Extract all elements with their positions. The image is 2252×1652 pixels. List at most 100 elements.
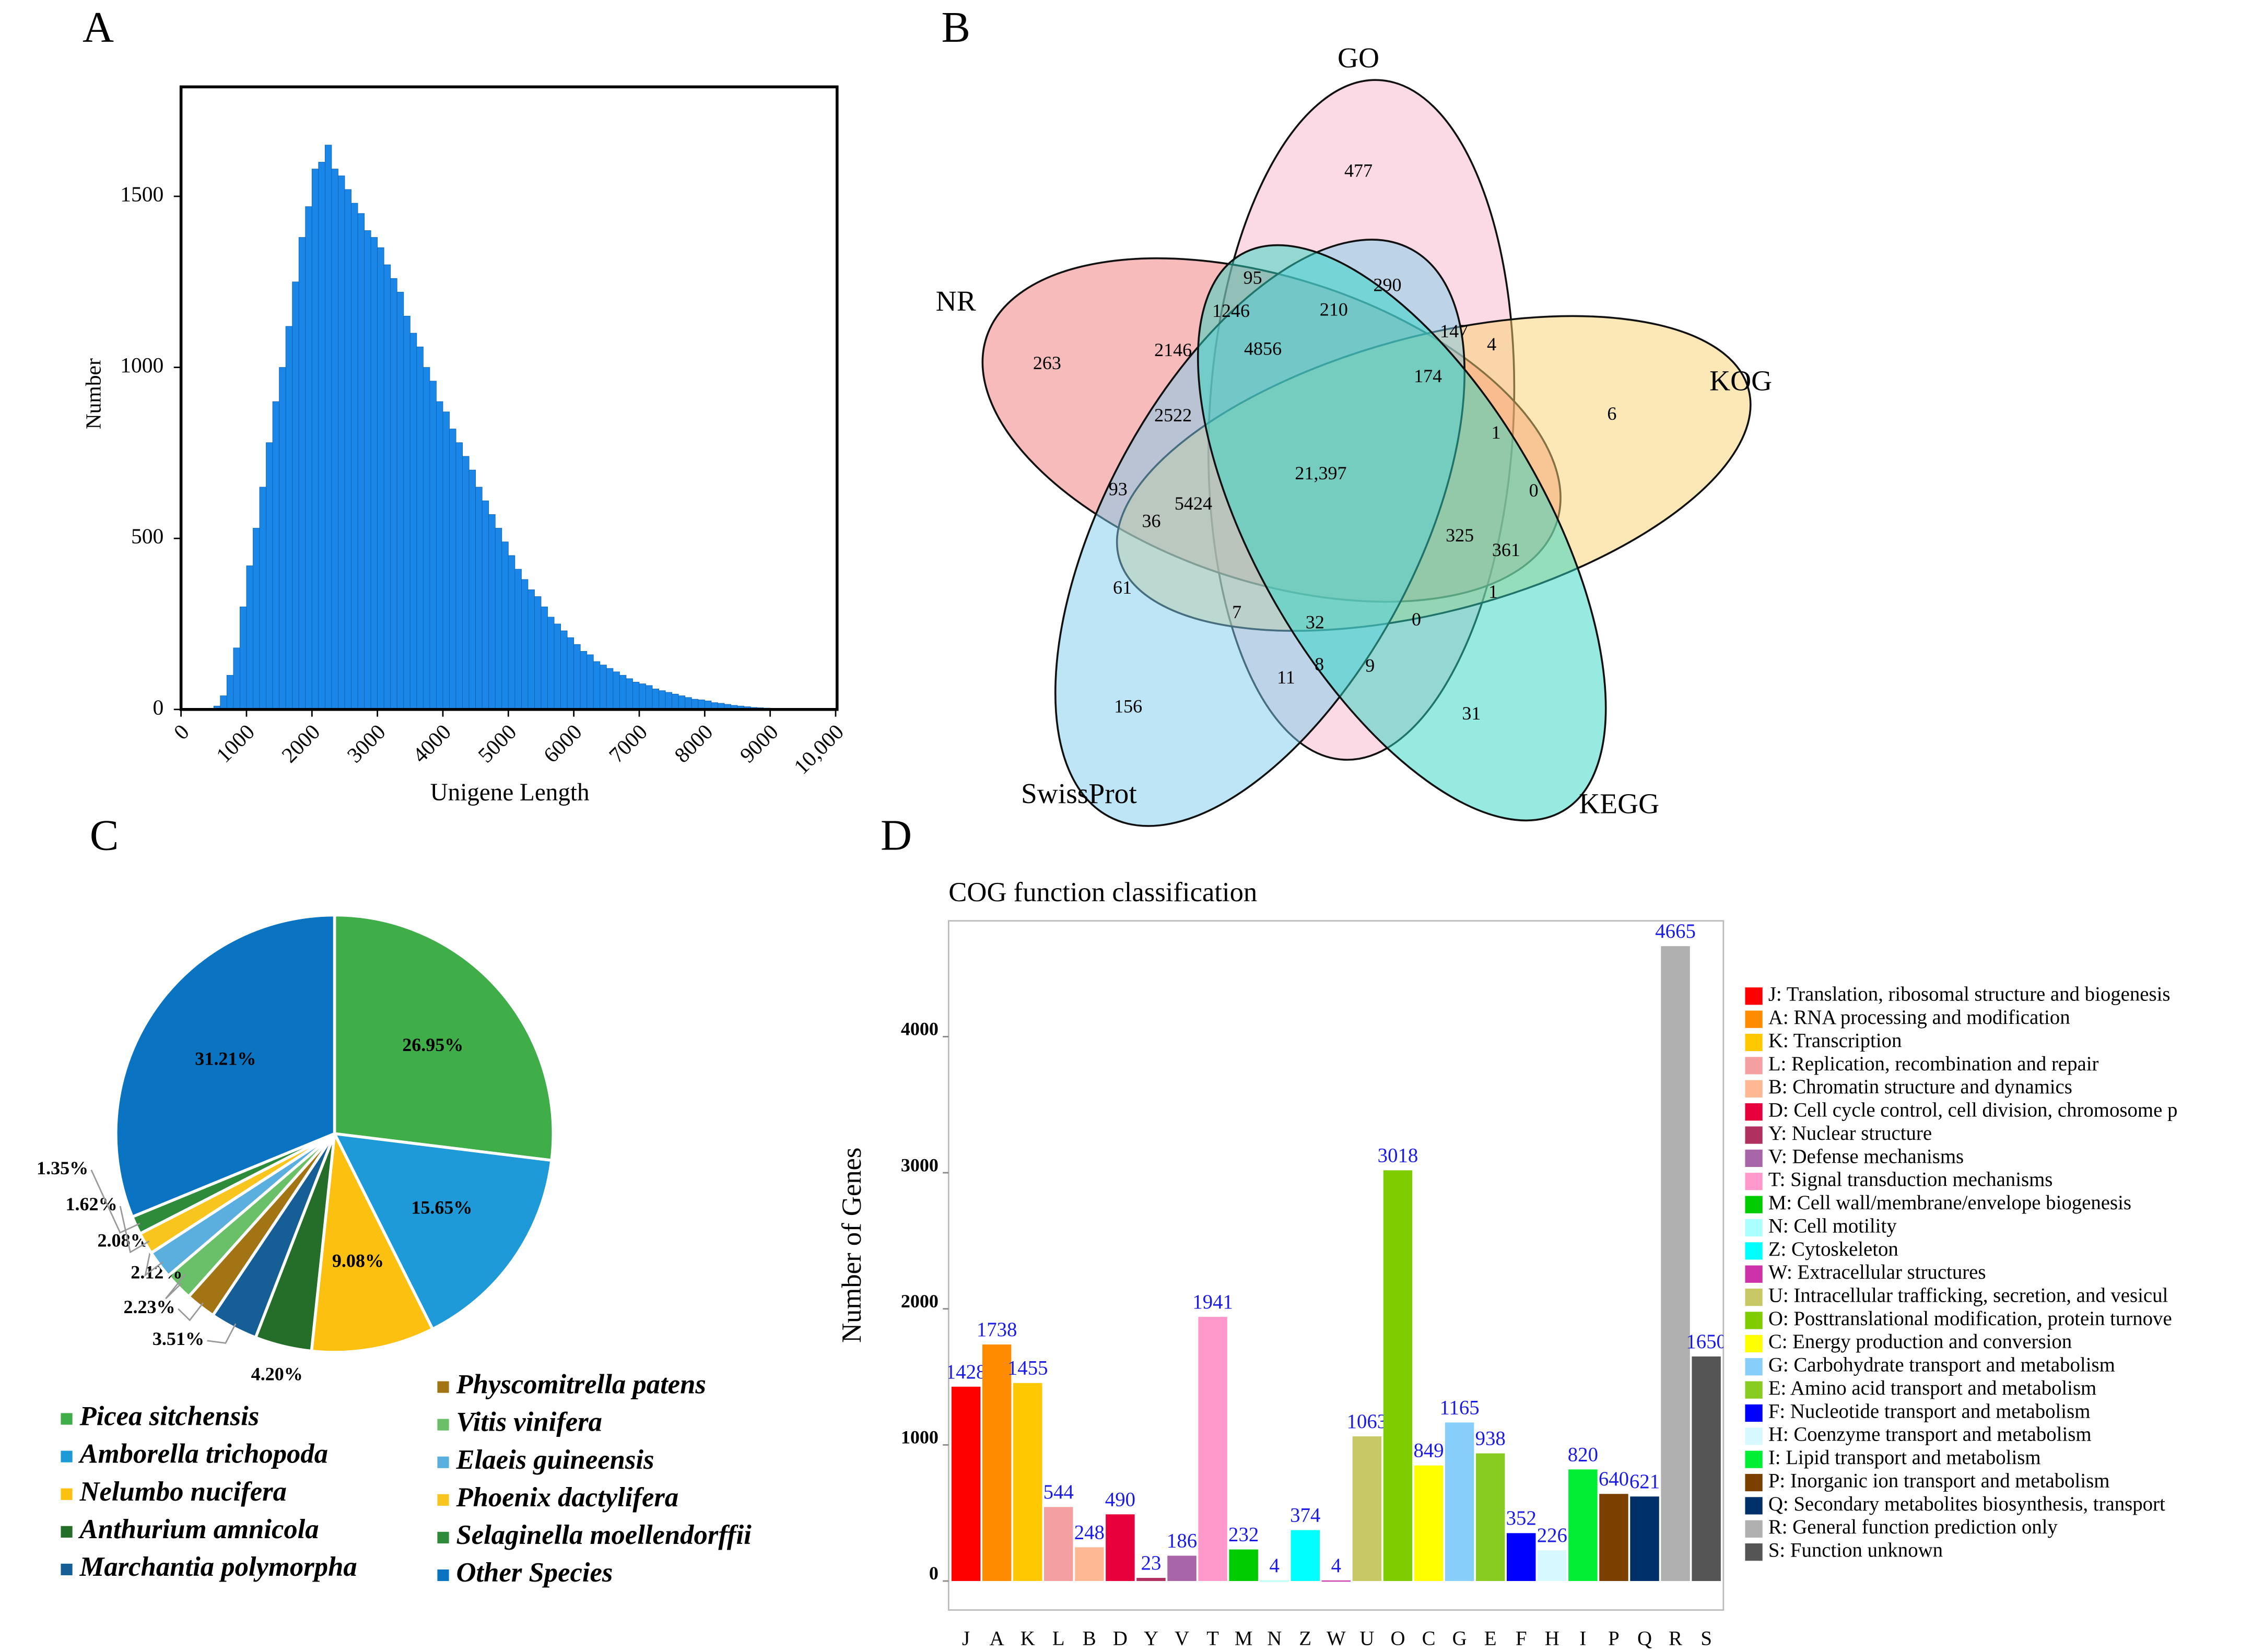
x-tick-label: U bbox=[1359, 1627, 1374, 1650]
bar bbox=[331, 169, 338, 710]
x-tick-label: 6000 bbox=[539, 719, 587, 767]
bar bbox=[455, 442, 463, 710]
panel-label: D bbox=[881, 811, 912, 859]
panel-label: A bbox=[83, 3, 114, 51]
value-label: 352 bbox=[1506, 1507, 1536, 1529]
bar bbox=[521, 579, 529, 710]
slice-label: 1.62% bbox=[66, 1194, 118, 1214]
bar bbox=[567, 637, 574, 710]
x-tick-label: R bbox=[1669, 1627, 1682, 1650]
y-tick-label: 500 bbox=[131, 524, 163, 548]
slice-label: 3.51% bbox=[153, 1328, 204, 1349]
legend-label: Selaginella moellendorffii bbox=[456, 1520, 752, 1550]
legend-swatch bbox=[1745, 1427, 1763, 1445]
value-label: 1455 bbox=[1007, 1357, 1048, 1379]
bar bbox=[462, 456, 470, 710]
bar bbox=[1229, 1549, 1258, 1582]
chart-title: COG function classification bbox=[948, 877, 1257, 907]
x-tick-label: S bbox=[1700, 1627, 1712, 1650]
bar bbox=[593, 661, 601, 710]
y-tick-label: 2000 bbox=[901, 1291, 939, 1312]
legend-swatch bbox=[1745, 1057, 1763, 1075]
legend-label: P: Inorganic ion transport and metabolis… bbox=[1768, 1469, 2110, 1492]
value-label: 23 bbox=[1141, 1552, 1162, 1574]
region-count: 361 bbox=[1492, 539, 1520, 560]
value-label: 1428 bbox=[946, 1361, 987, 1383]
bar bbox=[685, 697, 692, 710]
x-tick-label: E bbox=[1484, 1627, 1497, 1650]
leader-line bbox=[90, 1170, 140, 1234]
bar bbox=[305, 206, 312, 710]
legend-label: T: Signal transduction mechanisms bbox=[1768, 1169, 2053, 1191]
slice-label: 31.21% bbox=[195, 1048, 256, 1069]
bar bbox=[1321, 1580, 1351, 1582]
x-tick-label: 2000 bbox=[277, 719, 324, 767]
plot-frame bbox=[947, 920, 1725, 1611]
region-count: 156 bbox=[1114, 695, 1142, 716]
bar bbox=[534, 596, 542, 710]
bar bbox=[1383, 1170, 1413, 1582]
slice-label: 26.95% bbox=[402, 1034, 463, 1055]
slice-label: 2.23% bbox=[123, 1296, 175, 1317]
legend-label: Nelumbo nucifera bbox=[79, 1477, 287, 1507]
legend-label: K: Transcription bbox=[1768, 1029, 1902, 1052]
bar bbox=[220, 695, 227, 710]
legend-swatch bbox=[61, 1488, 73, 1500]
region-count: 31 bbox=[1462, 703, 1481, 724]
bar bbox=[1538, 1550, 1567, 1582]
bar bbox=[351, 203, 358, 710]
legend-label: Elaeis guineensis bbox=[455, 1445, 654, 1475]
bar bbox=[600, 665, 607, 710]
legend-swatch bbox=[437, 1531, 449, 1544]
legend-label: S: Function unknown bbox=[1768, 1539, 1943, 1562]
legend-label: Physcomitrella patens bbox=[455, 1370, 706, 1400]
value-label: 640 bbox=[1599, 1468, 1629, 1490]
legend-label: W: Extracellular structures bbox=[1768, 1261, 1986, 1283]
bar bbox=[541, 606, 548, 710]
bar bbox=[344, 189, 351, 710]
bar bbox=[240, 606, 247, 710]
bar bbox=[233, 647, 240, 710]
bar bbox=[1106, 1514, 1135, 1582]
bar bbox=[495, 528, 502, 710]
legend-label: J: Translation, ribosomal structure and … bbox=[1768, 983, 2171, 1006]
leader-line bbox=[207, 1323, 237, 1344]
bar bbox=[429, 381, 437, 710]
region-count: 174 bbox=[1414, 365, 1442, 386]
x-tick-label: 10,000 bbox=[789, 719, 848, 778]
bar bbox=[1475, 1453, 1505, 1582]
x-tick-label: 3000 bbox=[343, 719, 390, 767]
region-count: 36 bbox=[1142, 510, 1161, 531]
legend-swatch bbox=[1745, 1196, 1763, 1213]
bar bbox=[364, 230, 371, 710]
region-count: 0 bbox=[1529, 480, 1539, 501]
bar bbox=[442, 411, 450, 710]
set-name: KEGG bbox=[1579, 787, 1659, 819]
panel-label: C bbox=[90, 811, 119, 859]
bar bbox=[1167, 1555, 1197, 1582]
region-count: 6 bbox=[1607, 403, 1616, 424]
value-label: 4665 bbox=[1655, 920, 1696, 942]
leader-line bbox=[165, 1273, 186, 1300]
legend-label: A: RNA processing and modification bbox=[1768, 1006, 2070, 1029]
bar bbox=[606, 668, 614, 710]
bar bbox=[416, 346, 424, 710]
x-tick-label: 1000 bbox=[212, 719, 259, 767]
value-label: 849 bbox=[1413, 1439, 1444, 1462]
x-tick-label: K bbox=[1021, 1627, 1035, 1650]
bar bbox=[1630, 1496, 1659, 1582]
legend-swatch bbox=[1745, 1219, 1763, 1237]
legend-swatch bbox=[1745, 1265, 1763, 1283]
region-count: 1 bbox=[1488, 581, 1498, 602]
bar bbox=[403, 315, 410, 710]
y-tick-label: 3000 bbox=[901, 1154, 939, 1175]
legend-swatch bbox=[1745, 1080, 1763, 1098]
x-tick-label: L bbox=[1052, 1627, 1065, 1650]
bar bbox=[951, 1386, 981, 1582]
legend-swatch bbox=[1745, 987, 1763, 1005]
value-label: 490 bbox=[1105, 1488, 1135, 1511]
bar bbox=[619, 675, 627, 710]
legend-label: E: Amino acid transport and metabolism bbox=[1768, 1377, 2096, 1399]
region-count: 147 bbox=[1440, 321, 1468, 341]
legend-label: V: Defense mechanisms bbox=[1768, 1145, 1964, 1167]
